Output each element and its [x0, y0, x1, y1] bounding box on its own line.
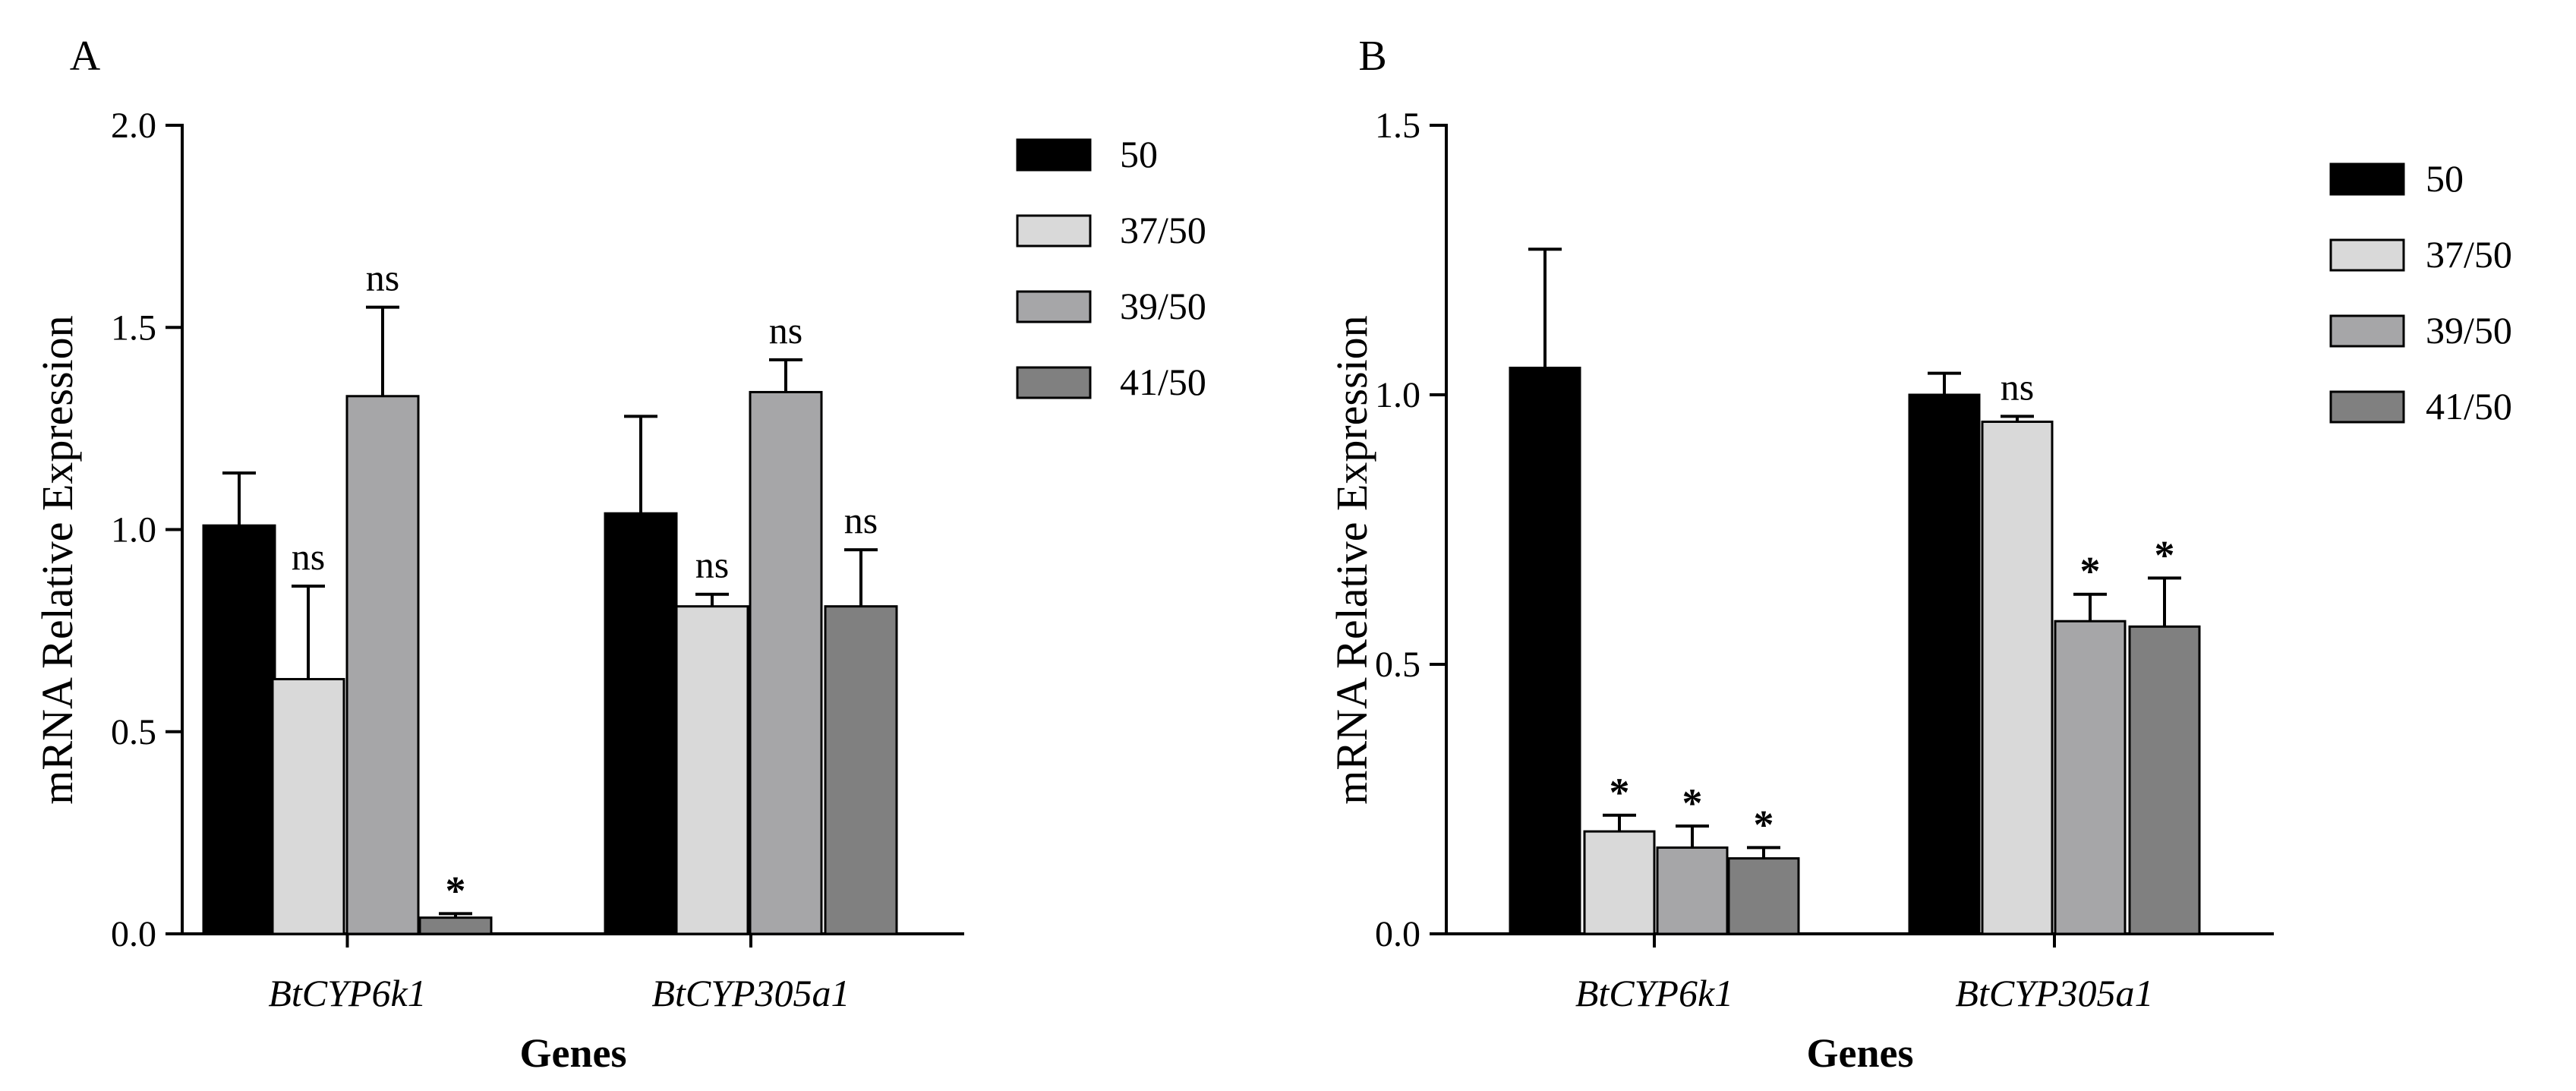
significance-label: *	[1754, 802, 1774, 847]
legend-label: 41/50	[2426, 385, 2512, 427]
legend-swatch	[1016, 138, 1092, 172]
x-category-label: BtCYP6k1	[268, 972, 426, 1014]
legend-swatch	[1016, 214, 1092, 248]
x-axis-title: Genes	[1807, 1030, 1914, 1076]
legend-label: 41/50	[1120, 361, 1206, 403]
legend-label: 39/50	[2426, 309, 2512, 352]
significance-label: ns	[366, 257, 399, 299]
bar	[1656, 846, 1729, 935]
y-tick-label: 0.0	[111, 914, 156, 954]
bar	[749, 390, 823, 935]
y-tick-label: 1.0	[111, 510, 156, 550]
panel-b: B 0.0 0.5 1.0 1.5 mRNA Relative Expression * * *…	[1327, 33, 2512, 1076]
legend-swatch	[2329, 314, 2405, 348]
legend-swatch	[1016, 290, 1092, 323]
bar	[345, 395, 420, 935]
x-axis-title: Genes	[520, 1030, 627, 1076]
bar	[604, 512, 678, 935]
bar	[202, 524, 276, 935]
bar	[1583, 830, 1656, 935]
legend-swatch	[2329, 238, 2405, 272]
y-tick-label: 2.0	[111, 106, 156, 146]
x-category-label: BtCYP6k1	[1575, 972, 1733, 1014]
y-tick-label: 1.5	[1375, 106, 1420, 146]
panel-label: A	[70, 33, 101, 80]
panel-a: A 0.0 0.5 1.0 1.5 2.0 mRNA Relative Expression…	[33, 33, 1206, 1076]
significance-label: *	[1682, 780, 1703, 826]
y-tick-label: 1.0	[1375, 375, 1420, 415]
x-category-label: BtCYP305a1	[1955, 972, 2153, 1014]
legend-label: 37/50	[1120, 209, 1206, 251]
significance-label: ns	[695, 544, 729, 586]
bar	[2054, 620, 2127, 935]
legend: 50 37/50 39/50 41/50	[2329, 157, 2512, 427]
legend-swatch	[1016, 366, 1092, 399]
legend-label: 39/50	[1120, 285, 1206, 327]
legend-swatch	[2329, 162, 2405, 196]
bar	[271, 678, 345, 935]
significance-label: *	[2155, 532, 2175, 578]
bar	[1509, 367, 1581, 935]
bar	[1981, 421, 2054, 935]
legend-label: 50	[2426, 157, 2464, 200]
bar	[824, 605, 898, 935]
y-axis-label: mRNA Relative Expression	[33, 315, 82, 804]
y-tick-label: 0.5	[111, 712, 156, 752]
legend: 50 37/50 39/50 41/50	[1016, 133, 1206, 403]
bar	[2128, 625, 2201, 935]
x-category-label: BtCYP305a1	[651, 972, 850, 1014]
bar	[1727, 857, 1800, 935]
y-tick-label: 0.0	[1375, 914, 1420, 954]
legend-swatch	[2329, 390, 2405, 424]
y-tick-label: 1.5	[111, 307, 156, 348]
significance-label: ns	[844, 499, 878, 541]
significance-label: *	[2080, 549, 2101, 594]
significance-label: ns	[2001, 365, 2034, 408]
significance-label: ns	[292, 535, 325, 578]
bar	[418, 916, 493, 935]
y-tick-label: 0.5	[1375, 645, 1420, 685]
significance-label: ns	[769, 309, 802, 352]
bar	[675, 605, 749, 935]
significance-label: *	[1610, 770, 1630, 815]
significance-label: *	[446, 868, 466, 913]
legend-label: 50	[1120, 133, 1158, 175]
y-axis-label: mRNA Relative Expression	[1327, 315, 1376, 804]
bar	[1908, 393, 1981, 935]
panel-label: B	[1358, 33, 1386, 80]
legend-label: 37/50	[2426, 233, 2512, 276]
